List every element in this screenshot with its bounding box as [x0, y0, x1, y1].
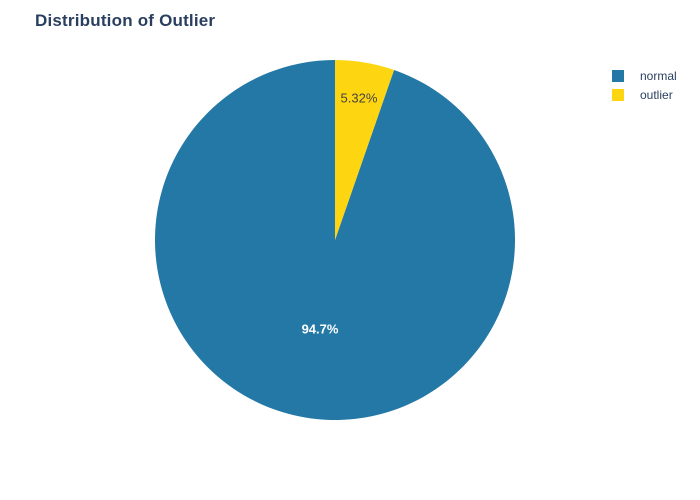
chart-title: Distribution of Outlier	[35, 11, 216, 30]
legend: normal outlier	[612, 66, 677, 104]
pie-slice-outlier[interactable]	[335, 60, 395, 240]
pie-slice-normal[interactable]	[155, 60, 516, 421]
pie-slice-labels: 94.7% 5.32%	[302, 91, 378, 337]
legend-label-outlier: outlier	[640, 87, 673, 102]
slice-label-normal: 94.7%	[302, 321, 339, 336]
legend-label-normal: normal	[640, 68, 677, 83]
legend-item-normal[interactable]: normal	[612, 66, 677, 85]
legend-swatch-normal	[612, 69, 624, 82]
legend-swatch-outlier	[612, 88, 624, 101]
pie-slices	[155, 60, 516, 421]
slice-label-outlier: 5.32%	[341, 91, 378, 106]
legend-item-outlier[interactable]: outlier	[612, 85, 677, 104]
